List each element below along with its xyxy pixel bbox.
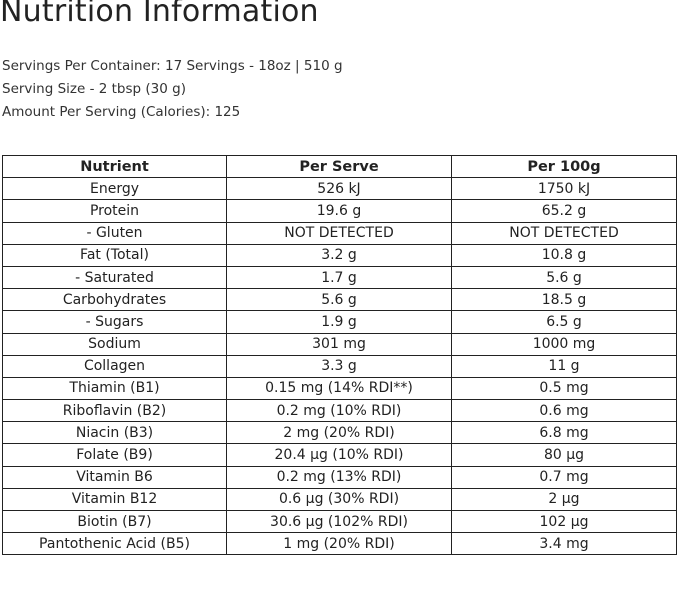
nutrient-cell: Protein	[2, 199, 227, 223]
servings-per-container: Servings Per Container: 17 Servings - 18…	[2, 58, 343, 74]
per-100g-cell: 3.4 mg	[451, 532, 677, 556]
nutrient-cell: Fat (Total)	[2, 243, 227, 267]
amount-per-serving: Amount Per Serving (Calories): 125	[2, 104, 241, 120]
per-serve-cell: 526 kJ	[226, 177, 452, 201]
per-serve-cell: 3.2 g	[226, 243, 452, 267]
table-row: - Sugars 1.9 g 6.5 g	[2, 310, 677, 334]
per-serve-cell: 1.7 g	[226, 265, 452, 290]
nutrient-cell: Collagen	[2, 354, 227, 378]
table-row: Riboflavin (B2) 0.2 mg (10% RDI) 0.6 mg	[2, 399, 677, 423]
table-row: Sodium 301 mg 1000 mg	[2, 332, 677, 356]
nutrient-cell: Sodium	[2, 332, 227, 356]
nutrient-cell: Riboflavin (B2)	[2, 399, 227, 423]
table-row: Vitamin B12 0.6 µg (30% RDI) 2 µg	[2, 487, 677, 512]
table-row: Protein 19.6 g 65.2 g	[2, 199, 677, 223]
table-row: Niacin (B3) 2 mg (20% RDI) 6.8 mg	[2, 421, 677, 445]
nutrient-cell: Energy	[2, 177, 227, 201]
table-body: Energy 526 kJ 1750 kJ Protein 19.6 g 65.2 g- …	[2, 177, 677, 556]
per-serve-cell: 5.6 g	[226, 288, 452, 312]
nutrient-cell: Vitamin B6	[2, 465, 227, 489]
column-header-per-100g: Per 100g	[451, 154, 677, 179]
per-serve-cell: 2 mg (20% RDI)	[226, 421, 452, 445]
per-100g-cell: 80 µg	[451, 443, 677, 467]
per-100g-cell: 18.5 g	[451, 288, 677, 312]
per-100g-cell: 2 µg	[451, 487, 677, 512]
per-100g-cell: 0.5 mg	[451, 376, 677, 401]
column-header-per-serve: Per Serve	[226, 154, 452, 179]
per-100g-cell: 102 µg	[451, 509, 677, 534]
table-row: Folate (B9) 20.4 µg (10% RDI) 80 µg	[2, 443, 677, 467]
table-row: Fat (Total) 3.2 g 10.8 g	[2, 243, 677, 267]
per-serve-cell: 30.6 µg (102% RDI)	[226, 509, 452, 534]
per-serve-cell: 0.2 mg (13% RDI)	[226, 465, 452, 489]
table-row: Thiamin (B1) 0.15 mg (14% RDI**) 0.5 mg	[2, 376, 677, 401]
per-serve-cell: 1.9 g	[226, 310, 452, 334]
per-100g-cell: 10.8 g	[451, 243, 677, 267]
nutrient-cell: Niacin (B3)	[2, 421, 227, 445]
per-serve-cell: 20.4 µg (10% RDI)	[226, 443, 452, 467]
nutrient-cell: Carbohydrates	[2, 288, 227, 312]
nutrient-cell: Pantothenic Acid (B5)	[2, 532, 227, 556]
per-serve-cell: NOT DETECTED	[226, 221, 452, 245]
per-serve-cell: 301 mg	[226, 332, 452, 356]
per-serve-cell: 0.6 µg (30% RDI)	[226, 487, 452, 512]
per-serve-cell: 0.15 mg (14% RDI**)	[226, 376, 452, 401]
per-100g-cell: 0.7 mg	[451, 465, 677, 489]
per-100g-cell: 6.8 mg	[451, 421, 677, 445]
table-row: Vitamin B6 0.2 mg (13% RDI) 0.7 mg	[2, 465, 677, 489]
serving-size: Serving Size - 2 tbsp (30 g)	[2, 81, 186, 97]
column-header-nutrient: Nutrient	[2, 154, 227, 179]
nutrient-cell: Thiamin (B1)	[2, 376, 227, 401]
table-row: Carbohydrates 5.6 g 18.5 g	[2, 288, 677, 312]
table-row: Pantothenic Acid (B5) 1 mg (20% RDI) 3.4 m…	[2, 532, 677, 556]
per-100g-cell: 65.2 g	[451, 199, 677, 223]
per-100g-cell: 1750 kJ	[451, 177, 677, 201]
table-row: - Gluten NOT DETECTED NOT DETECTED	[2, 221, 677, 245]
nutrient-cell: - Sugars	[2, 310, 227, 334]
nutrient-cell: Vitamin B12	[2, 487, 227, 512]
per-100g-cell: 6.5 g	[451, 310, 677, 334]
table-row: Biotin (B7) 30.6 µg (102% RDI) 102 µg	[2, 509, 677, 534]
per-serve-cell: 19.6 g	[226, 199, 452, 223]
per-100g-cell: NOT DETECTED	[451, 221, 677, 245]
table-row: Energy 526 kJ 1750 kJ	[2, 177, 677, 201]
table-header-row: Nutrient Per Serve Per 100g	[2, 154, 677, 179]
nutrient-cell: - Gluten	[2, 221, 227, 245]
per-100g-cell: 1000 mg	[451, 332, 677, 356]
per-100g-cell: 5.6 g	[451, 265, 677, 290]
nutrition-table: Nutrient Per Serve Per 100g Energy 526 kJ…	[2, 154, 677, 556]
page-title: Nutrition Information	[0, 0, 319, 29]
per-100g-cell: 0.6 mg	[451, 399, 677, 423]
per-serve-cell: 3.3 g	[226, 354, 452, 378]
nutrient-cell: Folate (B9)	[2, 443, 227, 467]
per-serve-cell: 1 mg (20% RDI)	[226, 532, 452, 556]
nutrient-cell: - Saturated	[2, 265, 227, 290]
nutrient-cell: Biotin (B7)	[2, 509, 227, 534]
table-row: - Saturated 1.7 g 5.6 g	[2, 265, 677, 290]
table-row: Collagen 3.3 g 11 g	[2, 354, 677, 378]
per-100g-cell: 11 g	[451, 354, 677, 378]
per-serve-cell: 0.2 mg (10% RDI)	[226, 399, 452, 423]
